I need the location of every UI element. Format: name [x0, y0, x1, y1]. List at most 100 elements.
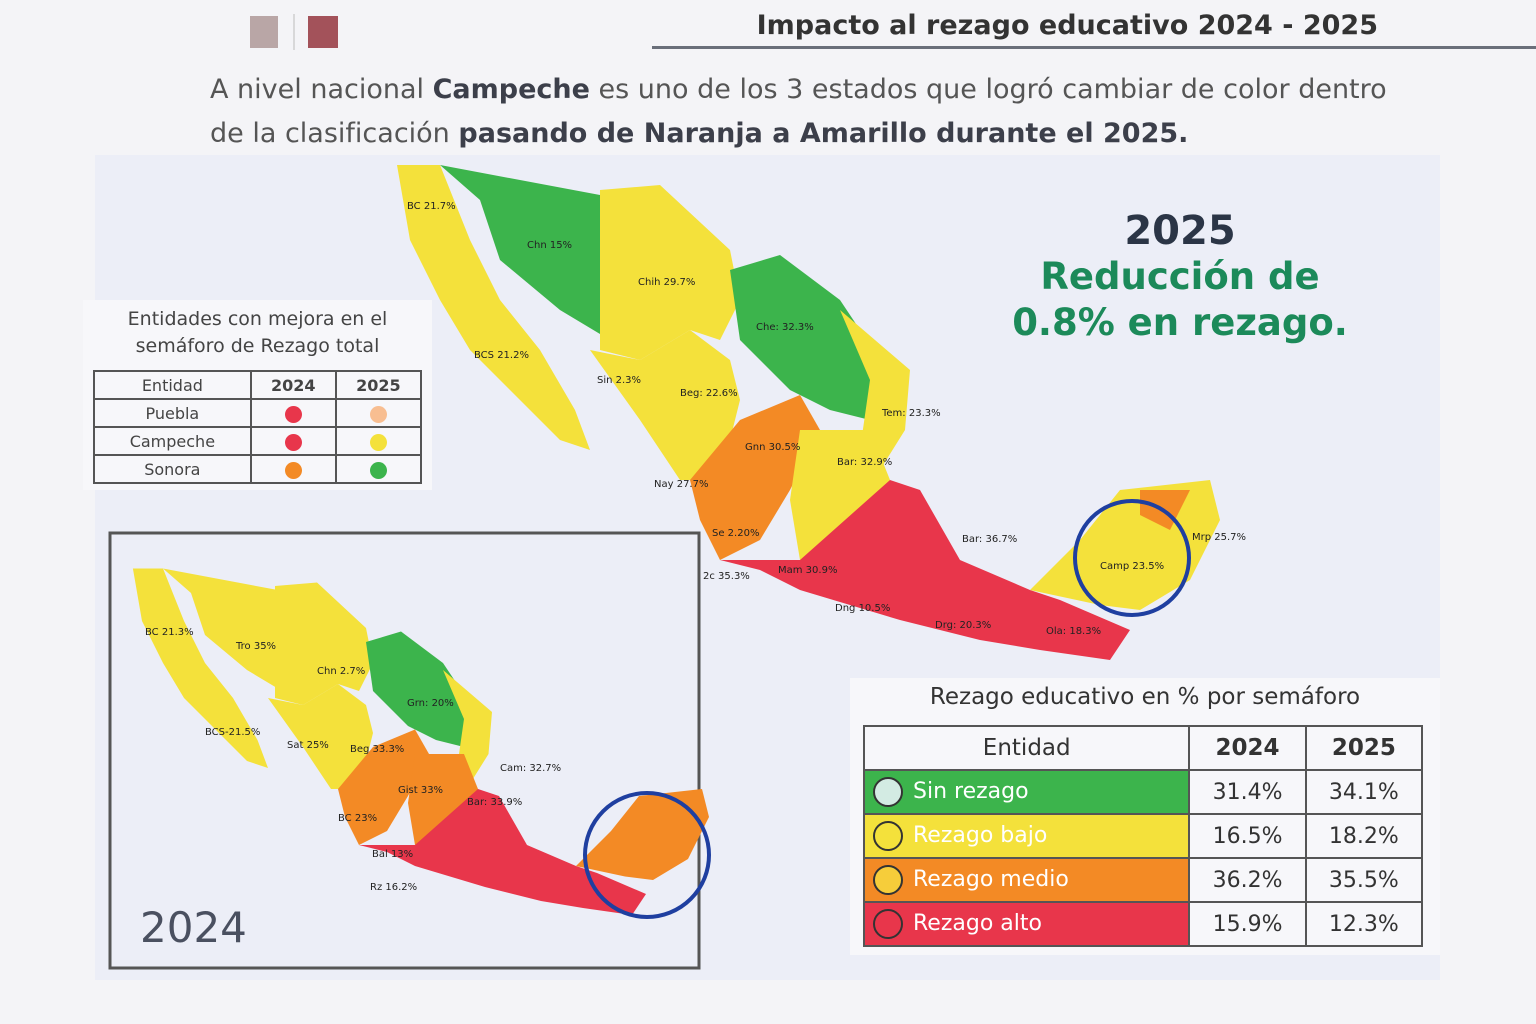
- state-label: Gist 33%: [398, 785, 443, 796]
- column-header: Entidad: [862, 725, 1191, 771]
- category-icon: [873, 821, 903, 851]
- table-row: Puebla: [93, 398, 423, 428]
- value-cell: 12.3%: [1304, 901, 1424, 947]
- state-label: Bal 13%: [372, 849, 413, 860]
- status-dot: [284, 405, 302, 423]
- column-header: 2024: [249, 370, 337, 400]
- entity-cell: Sonora: [93, 454, 252, 484]
- intro-bold: pasando de Naranja a Amarillo durante el…: [458, 118, 1189, 149]
- state-label: Se 2.20%: [712, 528, 759, 539]
- semaforo-panel: Rezago educativo en % por semáforo Entid…: [850, 678, 1440, 955]
- value-cell: 35.5%: [1304, 857, 1424, 903]
- status-dot: [369, 405, 387, 423]
- state-label: BCS-21.5%: [205, 727, 260, 738]
- value-cell: 16.5%: [1188, 813, 1307, 859]
- table-row: Sin rezago 31.4% 34.1%: [862, 769, 1424, 815]
- value-cell: 36.2%: [1188, 857, 1307, 903]
- state-label: Nay 27.7%: [654, 479, 708, 490]
- state-label: Bar: 32.9%: [837, 457, 892, 468]
- state-label: Mrp 25.7%: [1192, 532, 1246, 543]
- map-year: 2024: [140, 903, 247, 952]
- entity-cell: Campeche: [93, 426, 252, 456]
- headline-year: 2025: [1124, 208, 1236, 254]
- status-dot: [284, 433, 302, 451]
- map-2024-labels: BC 21.3% Tro 35% Chn 2.7% Grn: 20% BCS-2…: [145, 627, 561, 893]
- state-label: Ola: 18.3%: [1046, 626, 1101, 637]
- header-row: Entidad 2024 2025: [862, 725, 1424, 771]
- category-cell: Rezago bajo: [862, 813, 1191, 859]
- intro-bold: Campeche: [432, 74, 590, 105]
- status-cell: [334, 398, 423, 428]
- table-row: Rezago medio 36.2% 35.5%: [862, 857, 1424, 903]
- status-dot: [284, 461, 302, 479]
- state-label: Beg 33.3%: [350, 744, 404, 755]
- category-icon: [873, 865, 903, 895]
- status-cell: [249, 398, 337, 428]
- entity-cell: Puebla: [93, 398, 252, 428]
- status-dot: [369, 461, 387, 479]
- state-label: Mam 30.9%: [778, 565, 837, 576]
- improvement-table: Entidad 2024 2025 Puebla Campeche Sonora: [93, 370, 423, 484]
- header-row: Entidad 2024 2025: [93, 370, 423, 400]
- map-2025: [397, 165, 1220, 660]
- semaforo-title: Rezago educativo en % por semáforo: [929, 684, 1361, 710]
- column-header: Entidad: [93, 370, 252, 400]
- state-label: Chih 29.7%: [638, 277, 695, 288]
- status-cell: [249, 454, 337, 484]
- category-name: Rezago alto: [913, 911, 1042, 936]
- state-label: Sin 2.3%: [597, 375, 641, 386]
- category-name: Rezago medio: [913, 867, 1069, 892]
- category-name: Rezago bajo: [913, 823, 1048, 848]
- table-row: Rezago alto 15.9% 12.3%: [862, 901, 1424, 947]
- table-row: Rezago bajo 16.5% 18.2%: [862, 813, 1424, 859]
- category-name: Sin rezago: [913, 779, 1029, 804]
- column-header: 2025: [1304, 725, 1424, 771]
- map-2024: [132, 568, 709, 915]
- status-dot: [369, 433, 387, 451]
- state-label: 2c 35.3%: [703, 571, 750, 582]
- category-cell: Rezago medio: [862, 857, 1191, 903]
- value-cell: 18.2%: [1304, 813, 1424, 859]
- value-cell: 31.4%: [1188, 769, 1307, 815]
- state-label: Rz 16.2%: [370, 882, 417, 893]
- improvement-panel: Entidades con mejora en el semáforo de R…: [83, 300, 432, 490]
- semaforo-table: Entidad 2024 2025 Sin rezago 31.4% 34.1% Rezag…: [862, 725, 1424, 947]
- state-label: Bar: 33.9%: [467, 797, 522, 808]
- column-header: 2025: [334, 370, 423, 400]
- state-label: Che: 32.3%: [756, 322, 814, 333]
- state-label: Tro 35%: [235, 641, 276, 652]
- headline-line: Reducción de: [1040, 255, 1320, 298]
- category-cell: Rezago alto: [862, 901, 1191, 947]
- table-row: Sonora: [93, 454, 423, 484]
- status-cell: [334, 426, 423, 456]
- state-label: Tem: 23.3%: [881, 408, 941, 419]
- table-row: Campeche: [93, 426, 423, 456]
- column-header: 2024: [1188, 725, 1307, 771]
- improvement-title: Entidades con mejora en el semáforo de R…: [127, 308, 388, 357]
- headline: 2025 Reducción de 0.8% en rezago.: [980, 208, 1380, 346]
- state-label: BC 21.3%: [145, 627, 194, 638]
- state-label: Cam: 32.7%: [500, 763, 561, 774]
- intro-part: es uno de los 3 estados que logró cambia…: [210, 74, 1387, 149]
- status-cell: [249, 426, 337, 456]
- value-cell: 34.1%: [1304, 769, 1424, 815]
- state-label: Dng 10.5%: [835, 603, 890, 614]
- value-cell: 15.9%: [1188, 901, 1307, 947]
- state-label: Sat 25%: [287, 740, 329, 751]
- state-label: Gnn 30.5%: [745, 442, 800, 453]
- category-cell: Sin rezago: [862, 769, 1191, 815]
- state-label: BC 21.7%: [407, 201, 456, 212]
- state-label: BCS 21.2%: [474, 350, 529, 361]
- state-label: Chn 2.7%: [317, 666, 365, 677]
- state-label: Grn: 20%: [407, 698, 454, 709]
- headline-line: 0.8% en rezago.: [1012, 301, 1348, 344]
- intro-text: A nivel nacional Campeche es uno de los …: [210, 68, 1410, 156]
- intro-part: A nivel nacional: [210, 74, 433, 105]
- title-rule: [652, 46, 1536, 49]
- map-2024-frame: [108, 531, 701, 970]
- state-label: BC 23%: [338, 813, 377, 824]
- category-icon: [873, 777, 903, 807]
